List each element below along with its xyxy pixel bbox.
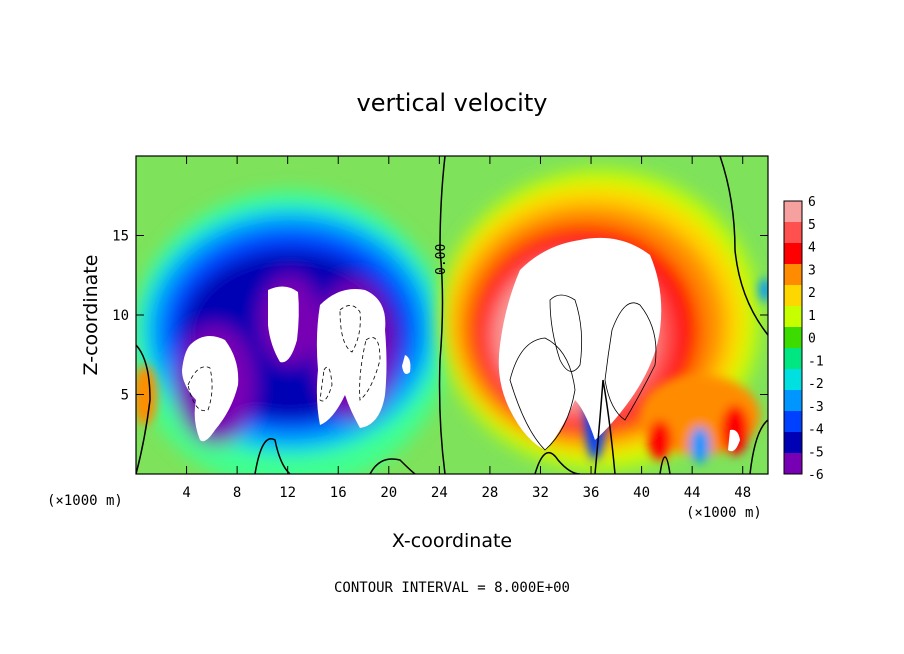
colorbar-frame <box>783 200 803 475</box>
x-tick-label: 16 <box>330 485 347 501</box>
contour-interval-footer: CONTOUR INTERVAL = 8.000E+00 <box>334 580 570 596</box>
colorbar-swatch <box>784 222 802 244</box>
contour-zero-label: 0.00 <box>434 244 449 275</box>
z-axis-ticks: 5 10 15 <box>112 229 768 404</box>
colorbar-swatch <box>784 390 802 412</box>
colorbar-swatch <box>784 369 802 391</box>
colorbar-label: 2 <box>808 286 816 301</box>
colorbar-swatch <box>784 264 802 286</box>
colorbar-label: 6 <box>808 195 816 210</box>
colorbar-label: 4 <box>808 241 816 256</box>
colorbar-label: 0 <box>808 332 816 347</box>
colorbar-label: 3 <box>808 263 816 278</box>
x-tick-label: 8 <box>233 485 241 501</box>
chart-title: vertical velocity <box>357 89 548 117</box>
colorbar-label: -6 <box>808 468 824 483</box>
z-tick-label: 5 <box>121 388 129 404</box>
saturated-cores <box>182 237 740 452</box>
colorbar-swatch <box>784 327 802 349</box>
colorbar-swatch <box>784 348 802 370</box>
x-tick-label: 36 <box>583 485 600 501</box>
x-tick-label: 28 <box>481 485 498 501</box>
x-tick-label: 40 <box>633 485 650 501</box>
colorbar-swatch <box>784 453 802 475</box>
colorbar-label: -1 <box>808 354 824 369</box>
x-tick-label: 48 <box>734 485 751 501</box>
colorbar-swatch <box>784 285 802 307</box>
x-tick-label: 12 <box>279 485 296 501</box>
x-axis-ticks: 4 8 12 16 20 24 28 32 36 40 44 48 <box>182 156 751 501</box>
colorbar-swatch <box>784 306 802 328</box>
colorbar-label: -2 <box>808 377 824 392</box>
y-axis-label: Z-coordinate <box>80 255 102 376</box>
colorbar-swatch <box>784 243 802 265</box>
x-axis-unit-left: (×1000 m) <box>47 493 123 509</box>
colorbar-label: 5 <box>808 218 816 233</box>
dashed-contours <box>187 305 381 412</box>
x-tick-label: 24 <box>431 485 448 501</box>
z-tick-label: 10 <box>112 308 129 324</box>
x-axis-label: X-coordinate <box>392 530 512 552</box>
colorbar: 6 5 4 3 2 1 0 -1 -2 -3 -4 -5 -6 <box>783 195 824 483</box>
inner-contours <box>509 294 657 451</box>
x-axis-unit-right: (×1000 m) <box>686 505 762 521</box>
x-tick-label: 44 <box>684 485 701 501</box>
x-tick-label: 20 <box>380 485 397 501</box>
z-tick-label: 15 <box>112 229 129 245</box>
zero-contours <box>136 156 768 474</box>
colorbar-swatch <box>784 201 802 223</box>
x-tick-label: 32 <box>532 485 549 501</box>
colorbar-label: -3 <box>808 400 824 415</box>
heatmap-field: 0.00 <box>136 156 768 474</box>
colorbar-label: -4 <box>808 423 824 438</box>
colorbar-label: -5 <box>808 445 824 460</box>
colorbar-swatch <box>784 432 802 454</box>
x-tick-label: 4 <box>182 485 190 501</box>
colorbar-swatch <box>784 411 802 433</box>
colorbar-label: 1 <box>808 309 816 324</box>
